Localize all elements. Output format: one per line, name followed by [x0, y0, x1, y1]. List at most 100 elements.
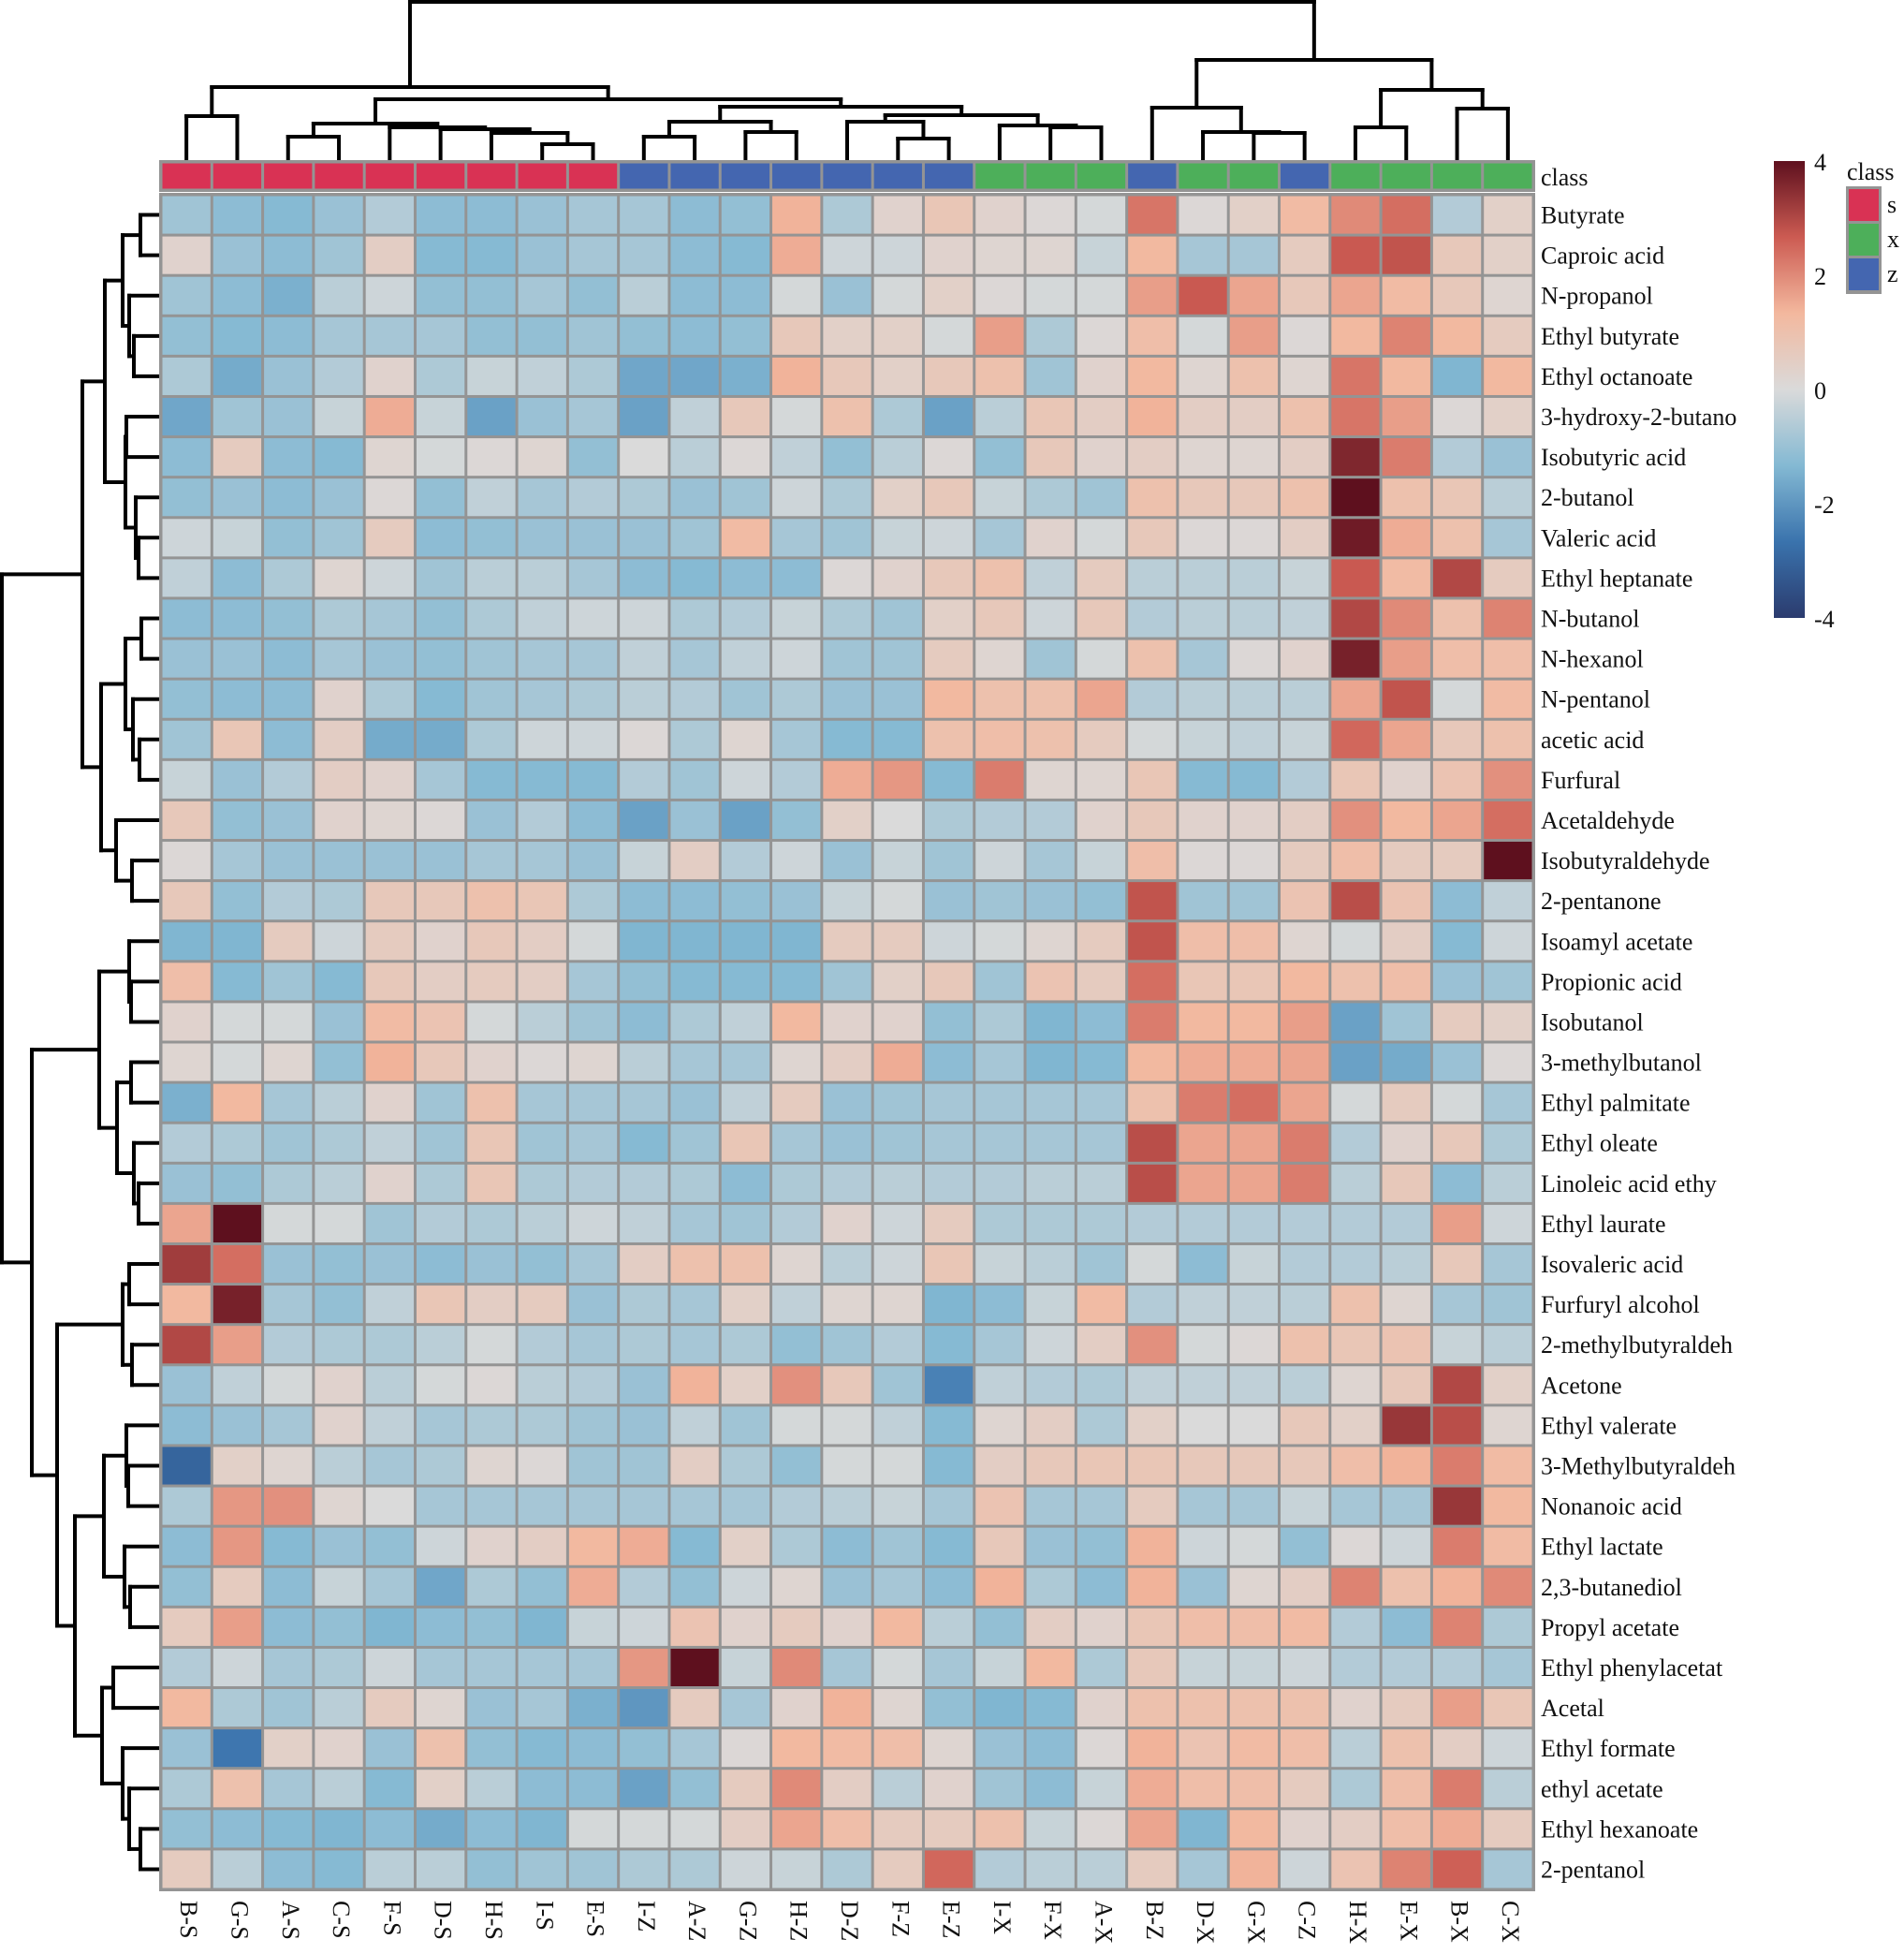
heatmap-cell: [823, 1850, 871, 1888]
heatmap-cell: [1484, 1608, 1532, 1646]
heatmap-cell: [1229, 519, 1279, 557]
heatmap-cell: [1128, 196, 1177, 234]
heatmap-cell: [924, 438, 974, 477]
heatmap-cell: [721, 519, 770, 557]
heatmap-cell: [416, 801, 465, 840]
heatmap-cell: [823, 1326, 871, 1364]
heatmap-cell: [467, 1366, 516, 1404]
heatmap-cell: [1382, 1527, 1430, 1565]
heatmap-cell: [823, 680, 871, 718]
heatmap-cell: [162, 316, 211, 355]
heatmap-cell: [467, 842, 516, 880]
heatmap-cell: [721, 1689, 770, 1727]
row-label: Isoamyl acetate: [1541, 928, 1692, 955]
heatmap-cell: [1076, 882, 1126, 920]
heatmap-cell: [1382, 1648, 1430, 1687]
row-label: N-pentanol: [1541, 686, 1650, 713]
heatmap-cell: [873, 599, 922, 638]
heatmap-cell: [1484, 962, 1532, 1001]
heatmap-cells: [159, 193, 1535, 1891]
heatmap-cell: [1281, 438, 1329, 477]
heatmap-cell: [162, 1527, 211, 1565]
heatmap-cell: [873, 801, 922, 840]
heatmap-cell: [365, 1770, 414, 1808]
heatmap-cell: [212, 478, 262, 517]
heatmap-cell: [1076, 922, 1126, 961]
heatmap-cell: [772, 397, 821, 436]
heatmap-cell: [162, 962, 211, 1001]
heatmap-cell: [1179, 236, 1227, 274]
heatmap-cell: [823, 1244, 871, 1284]
heatmap-cell: [416, 1689, 465, 1727]
heatmap-cell: [823, 1648, 871, 1687]
heatmap-cell: [924, 1204, 974, 1242]
heatmap-cell: [568, 842, 618, 880]
heatmap-cell: [1331, 1567, 1380, 1606]
heatmap-cell: [315, 760, 363, 799]
heatmap-cell: [873, 1124, 922, 1162]
heatmap-cell: [1484, 1567, 1532, 1606]
column-label: F-X: [1039, 1901, 1066, 1940]
heatmap-cell: [620, 316, 668, 355]
heatmap-cell: [365, 1244, 414, 1284]
heatmap-cell: [873, 276, 922, 315]
heatmap-cell: [568, 882, 618, 920]
heatmap-cell: [1076, 1406, 1126, 1445]
heatmap-cell: [568, 1366, 618, 1404]
heatmap-cell: [1331, 760, 1380, 799]
heatmap-cell: [1179, 196, 1227, 234]
heatmap-cell: [1484, 1204, 1532, 1242]
heatmap-cell: [467, 1447, 516, 1485]
heatmap-cell: [721, 1244, 770, 1284]
heatmap-cell: [416, 1850, 465, 1888]
heatmap-cell: [975, 1003, 1024, 1041]
heatmap-cell: [670, 316, 719, 355]
heatmap-cell: [975, 1366, 1024, 1404]
heatmap-cell: [568, 1608, 618, 1646]
heatmap-cell: [772, 357, 821, 395]
heatmap-cell: [975, 559, 1024, 597]
heatmap-cell: [873, 559, 922, 597]
heatmap-cell: [1281, 639, 1329, 678]
heatmap-cell: [670, 1487, 719, 1525]
heatmap-cell: [365, 1447, 414, 1485]
heatmap-cell: [873, 1567, 922, 1606]
heatmap-cell: [873, 1406, 922, 1445]
heatmap-cell: [212, 1164, 262, 1202]
heatmap-cell: [1382, 1244, 1430, 1284]
heatmap-cell: [1128, 680, 1177, 718]
heatmap-cell: [518, 478, 566, 517]
class-annotation-cell: [1128, 163, 1177, 189]
heatmap-cell: [1281, 559, 1329, 597]
colorbar-tick-label: 0: [1814, 377, 1826, 404]
heatmap-cell: [1281, 1124, 1329, 1162]
heatmap-cell: [315, 1487, 363, 1525]
heatmap-cell: [1128, 1487, 1177, 1525]
heatmap-cell: [670, 1527, 719, 1565]
heatmap-cell: [823, 1567, 871, 1606]
class-annotation-cell: [1281, 163, 1329, 189]
heatmap-cell: [264, 962, 313, 1001]
heatmap-cell: [365, 196, 414, 234]
heatmap-cell: [1281, 720, 1329, 758]
class-annotation-cell: [416, 163, 465, 189]
heatmap-cell: [315, 196, 363, 234]
heatmap-cell: [721, 316, 770, 355]
heatmap-cell: [1432, 397, 1482, 436]
heatmap-cell: [873, 760, 922, 799]
heatmap-cell: [1331, 1286, 1380, 1324]
heatmap-cell: [1076, 680, 1126, 718]
heatmap-cell: [1484, 1648, 1532, 1687]
heatmap-cell: [568, 639, 618, 678]
heatmap-cell: [1179, 1083, 1227, 1122]
heatmap-cell: [1484, 801, 1532, 840]
heatmap-cell: [1281, 1244, 1329, 1284]
heatmap-cell: [1076, 1648, 1126, 1687]
heatmap-cell: [823, 276, 871, 315]
heatmap-cell: [264, 1164, 313, 1202]
heatmap-cell: [1331, 478, 1380, 517]
heatmap-cell: [670, 236, 719, 274]
class-annotation-cell: [924, 163, 974, 189]
heatmap-cell: [772, 1850, 821, 1888]
heatmap-cell: [721, 1447, 770, 1485]
